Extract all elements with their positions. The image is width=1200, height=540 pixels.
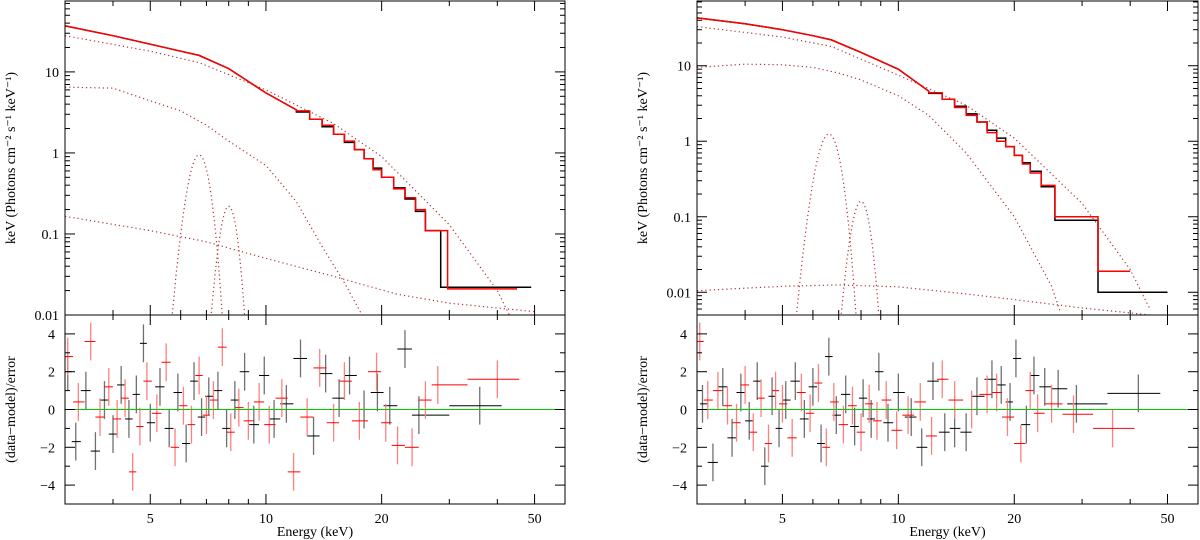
y-tick-label-bottom: 0 [680, 404, 687, 419]
y-tick-label-top: 0.1 [674, 211, 692, 226]
model-component-5 [697, 284, 1150, 315]
y-tick-label-top: 10 [677, 60, 691, 75]
panel-2: 5 10 20 50 0.01 0.1 1 10 −4 −2 0 2 4 Energy (keV) keV … [636, 0, 1199, 540]
model-component-4 [840, 200, 880, 315]
total-model-black [65, 25, 532, 289]
panel-1: 5 10 20 50 0.01 0.1 1 10 −4 −2 0 2 4 Energy (keV) keV … [4, 0, 566, 540]
y-tick-label-top: 0.01 [35, 309, 60, 324]
total-model-red [697, 17, 1131, 272]
x-tick-label: 20 [1007, 512, 1021, 527]
y-axis-label-top: keV (Photons cm⁻² s⁻¹ keV⁻¹) [4, 72, 19, 244]
y-tick-label-top: 1 [684, 135, 691, 150]
y-tick-label-bottom: −4 [672, 479, 687, 494]
y-tick-label-top: 0.1 [42, 228, 60, 243]
y-tick-label-bottom: 0 [48, 404, 55, 419]
y-axis-label-bottom: (data−model)/error [636, 356, 651, 463]
spectrum-frame [696, 0, 1199, 316]
y-axis-label-bottom: (data−model)/error [4, 356, 19, 463]
x-tick-label: 20 [375, 512, 389, 527]
model-component-5 [65, 215, 534, 313]
y-tick-label-bottom: −4 [40, 479, 55, 494]
y-tick-label-top: 10 [45, 66, 59, 81]
y-tick-label-top: 1 [52, 147, 59, 162]
x-tick-label: 5 [779, 512, 786, 527]
y-tick-label-bottom: −2 [40, 441, 55, 456]
y-tick-label-bottom: 4 [680, 328, 687, 343]
y-axis-label-top: keV (Photons cm⁻² s⁻¹ keV⁻¹) [636, 72, 651, 244]
x-tick-label: 10 [891, 512, 905, 527]
x-tick-label: 50 [528, 512, 542, 527]
spectrum-frame [64, 0, 566, 316]
model-component-3 [795, 133, 857, 315]
residual-panel [697, 322, 1161, 486]
spectrum-panel [65, 25, 534, 315]
model-component-3 [171, 154, 223, 315]
x-tick-label: 5 [147, 512, 154, 527]
model-component-2 [697, 63, 1061, 312]
model-component-1 [65, 35, 511, 315]
x-tick-label: 50 [1161, 512, 1175, 527]
x-axis-label: Energy (keV) [909, 525, 986, 540]
model-component-2 [65, 86, 363, 315]
x-axis-label: Energy (keV) [277, 525, 354, 540]
y-tick-label-bottom: 2 [48, 366, 55, 381]
total-model-red [65, 25, 517, 290]
total-model-black [697, 17, 1168, 294]
residual-panel [65, 322, 520, 491]
y-tick-label-top: 0.01 [667, 286, 692, 301]
y-tick-label-bottom: 2 [680, 366, 687, 381]
model-component-4 [210, 205, 246, 315]
spectrum-panel [697, 17, 1168, 315]
model-component-1 [697, 26, 1150, 308]
y-tick-label-bottom: −2 [672, 441, 687, 456]
x-tick-label: 10 [259, 512, 273, 527]
y-tick-label-bottom: 4 [48, 328, 55, 343]
